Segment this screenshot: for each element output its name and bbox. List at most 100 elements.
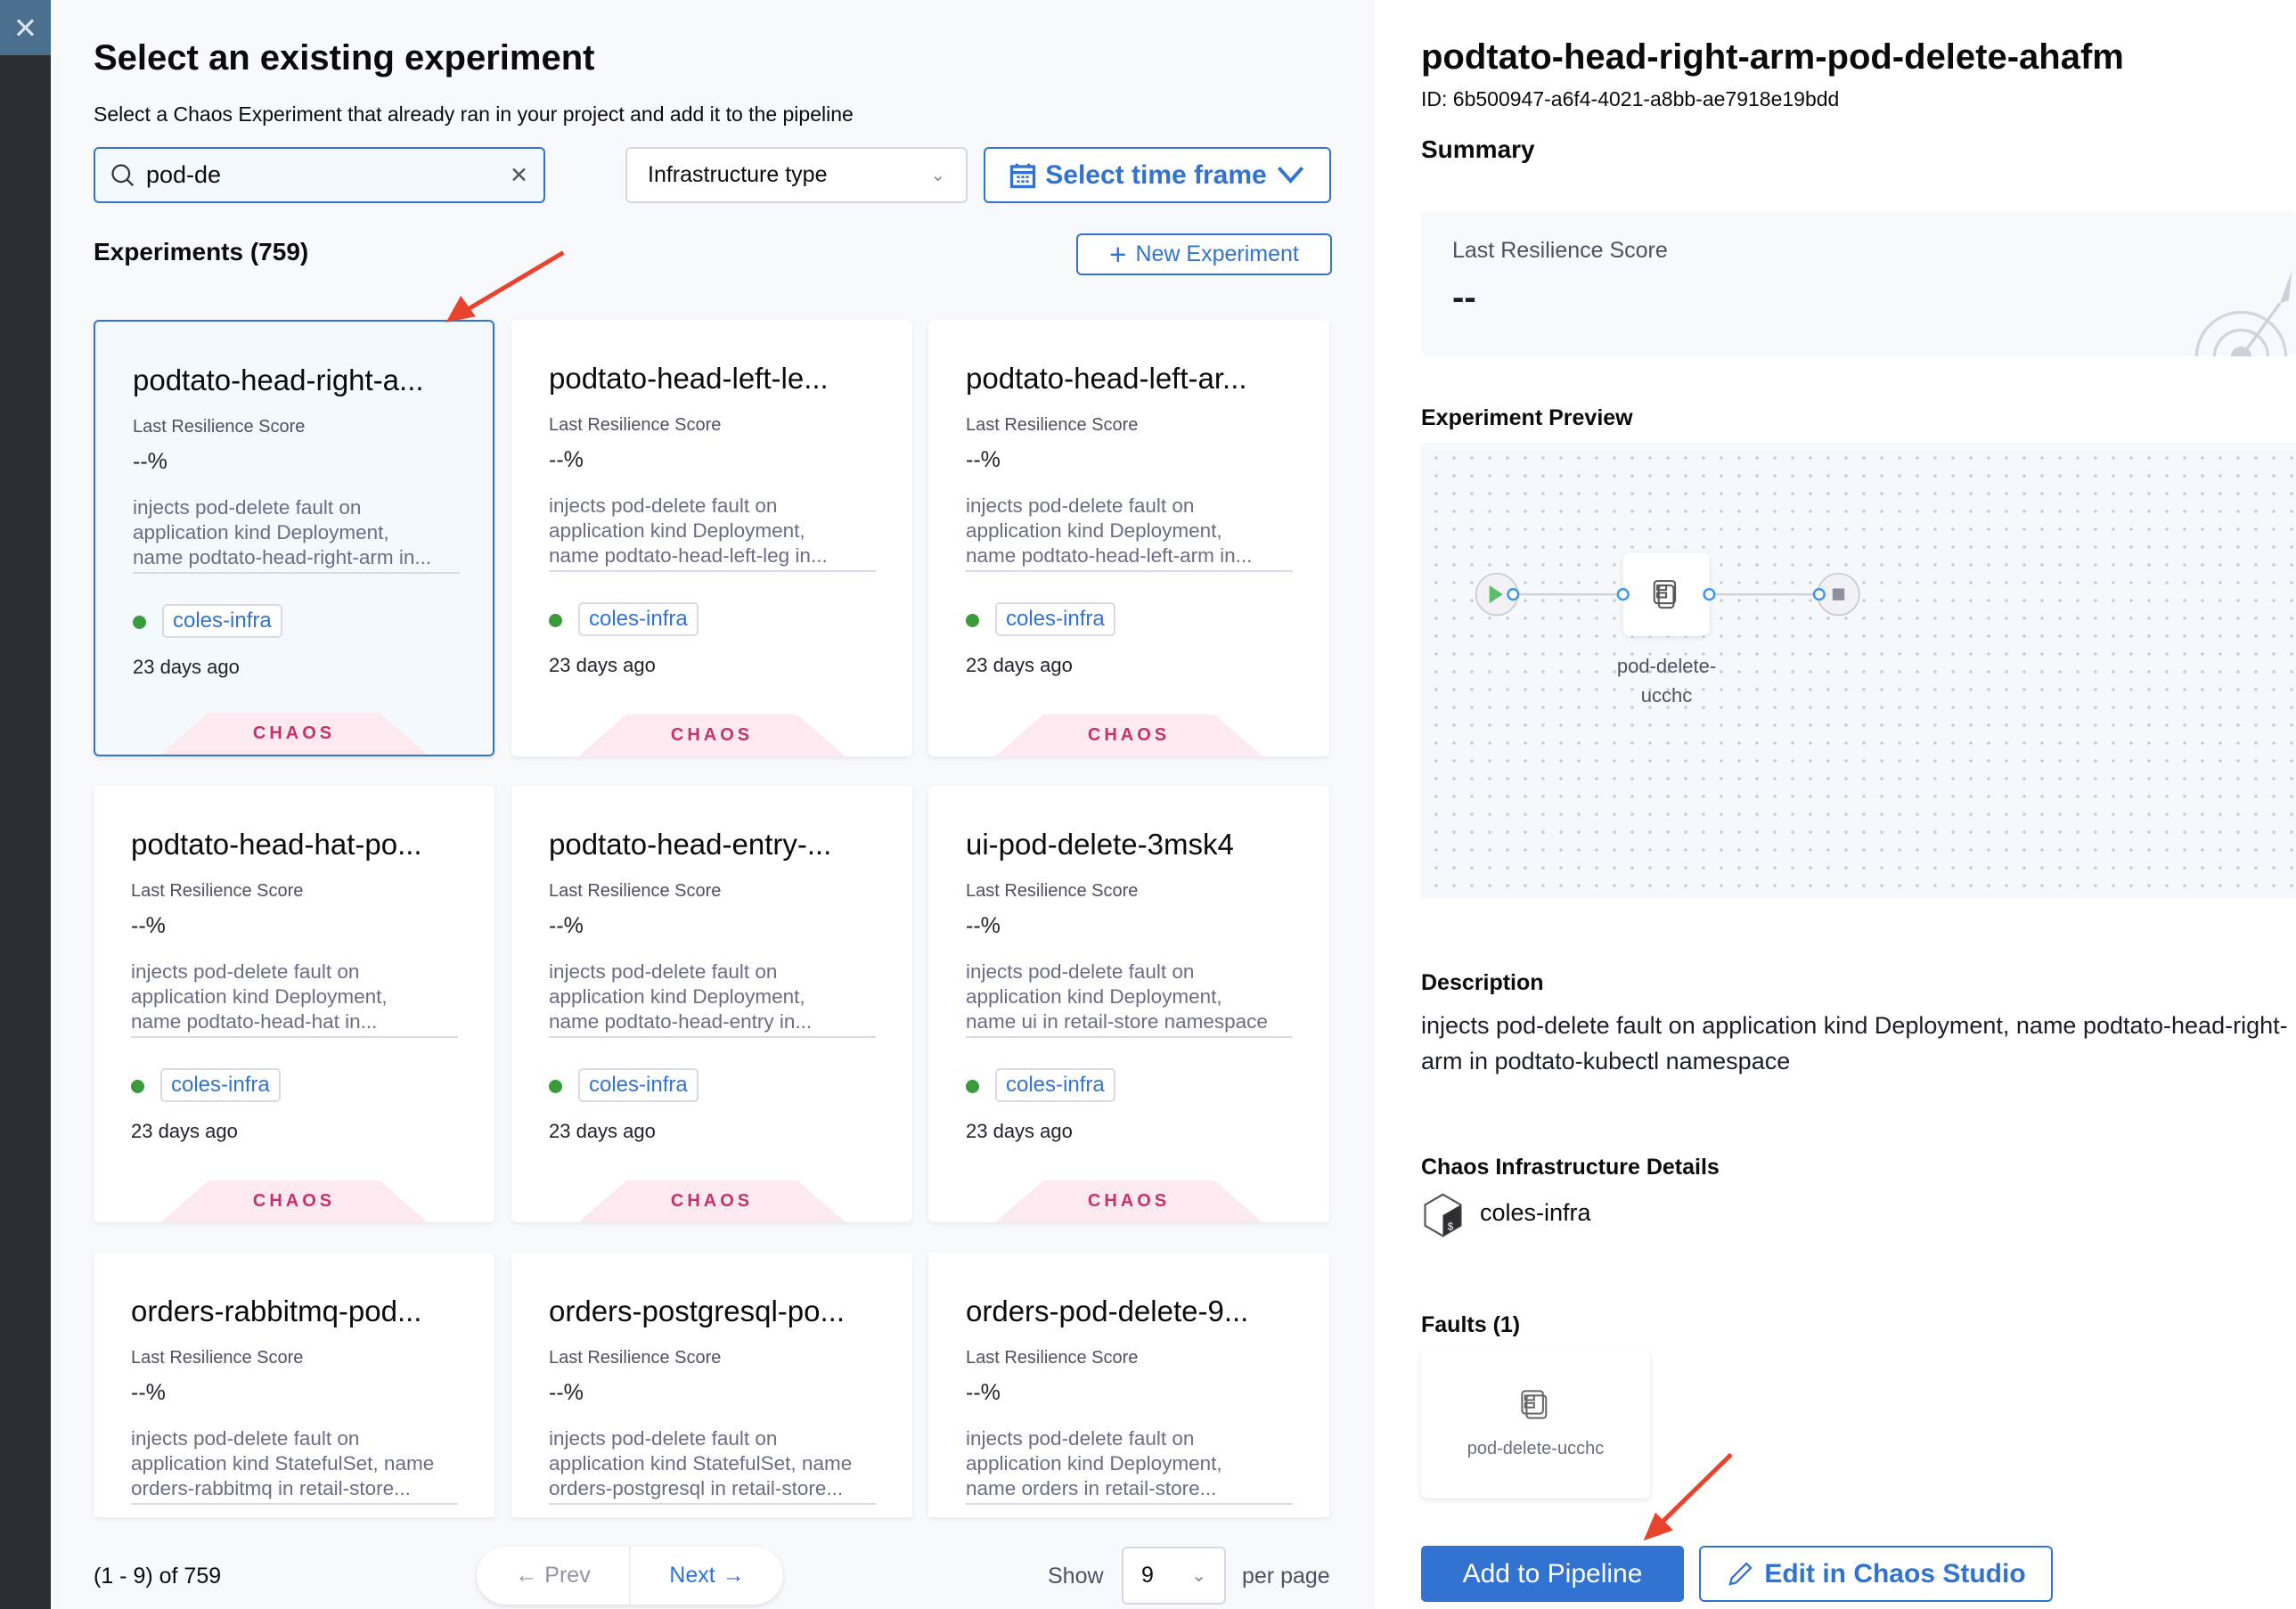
card-description-line: name podtato-head-entry in...: [549, 1010, 813, 1033]
summary-heading: Summary: [1421, 135, 1535, 163]
experiment-preview-canvas[interactable]: pod-delete- ucchc: [1421, 443, 2296, 899]
module-badge: CHAOS: [578, 1180, 846, 1222]
card-description: injects pod-delete fault on application k…: [133, 495, 460, 574]
prev-button[interactable]: ← Prev: [477, 1547, 631, 1605]
description-text: injects pod-delete fault on application …: [1421, 1012, 2288, 1074]
next-button[interactable]: Next →: [631, 1547, 783, 1605]
infrastructure-type-dropdown[interactable]: Infrastructure type ⌄: [625, 147, 968, 203]
experiment-card[interactable]: ui-pod-delete-3msk4 Last Resilience Scor…: [928, 786, 1329, 1222]
resilience-score-card: Last Resilience Score --: [1421, 211, 2296, 356]
card-timestamp: 23 days ago: [549, 1120, 656, 1142]
description-heading: Description: [1421, 970, 1544, 995]
status-dot: [549, 1080, 562, 1093]
infra-tag: coles-infra: [578, 602, 699, 636]
calendar-icon: [1010, 163, 1036, 188]
experiment-card[interactable]: orders-pod-delete-9... Last Resilience S…: [928, 1253, 1329, 1517]
per-page-select[interactable]: 9 ⌄: [1122, 1547, 1226, 1605]
card-score: --%: [966, 447, 1001, 472]
background-sidebar: [0, 0, 51, 1609]
card-description-line: application kind StatefulSet, name: [549, 1452, 853, 1474]
card-title: podtato-head-left-le...: [549, 362, 829, 395]
infra-tag: coles-infra: [995, 602, 1115, 636]
infra-tag: coles-infra: [995, 1068, 1115, 1102]
fault-name: pod-delete-ucchc: [1467, 1439, 1605, 1458]
per-page-value: 9: [1141, 1563, 1154, 1588]
card-score-label: Last Resilience Score: [966, 1348, 1139, 1368]
experiment-card[interactable]: orders-rabbitmq-pod... Last Resilience S…: [94, 1253, 494, 1517]
clear-search-icon[interactable]: ✕: [510, 162, 528, 188]
card-description-line: injects pod-delete fault on: [131, 1427, 360, 1450]
close-button[interactable]: ✕: [0, 0, 51, 55]
svg-text:$: $: [1448, 1221, 1454, 1234]
card-description-line: injects pod-delete fault on: [966, 960, 1195, 983]
experiment-card[interactable]: podtato-head-right-a... Last Resilience …: [94, 320, 494, 756]
status-dot: [966, 1080, 979, 1093]
pencil-icon: [1728, 1562, 1753, 1586]
card-description-line: injects pod-delete fault on: [131, 960, 360, 983]
search-input[interactable]: [146, 161, 511, 189]
card-title: orders-postgresql-po...: [549, 1295, 845, 1327]
card-description-line: application kind Deployment,: [966, 985, 1222, 1008]
card-title: ui-pod-delete-3msk4: [966, 828, 1234, 861]
experiment-card[interactable]: orders-postgresql-po... Last Resilience …: [511, 1253, 912, 1517]
fault-card[interactable]: pod-delete-ucchc: [1421, 1350, 1650, 1499]
experiment-card[interactable]: podtato-head-left-le... Last Resilience …: [511, 320, 912, 756]
card-description: injects pod-delete fault on application k…: [131, 960, 458, 1038]
add-to-pipeline-button[interactable]: Add to Pipeline: [1421, 1546, 1684, 1602]
card-description-line: injects pod-delete fault on: [133, 496, 362, 519]
card-description: injects pod-delete fault on application k…: [549, 960, 876, 1038]
card-score-label: Last Resilience Score: [549, 1348, 722, 1368]
fault-icon: [1653, 580, 1677, 609]
time-frame-label: Select time frame: [1045, 159, 1267, 190]
target-icon: [2194, 270, 2296, 356]
card-description-line: name podtato-head-left-leg in...: [549, 544, 828, 567]
close-icon: ✕: [12, 11, 38, 45]
arrow-left-icon: ←: [515, 1563, 538, 1588]
chevron-down-icon: ⌄: [1191, 1566, 1206, 1586]
infra-tag: coles-infra: [160, 1068, 281, 1102]
infrastructure-type-label: Infrastructure type: [648, 162, 828, 187]
pagination-controls: ← Prev Next →: [477, 1547, 783, 1605]
card-score: --%: [131, 1380, 166, 1405]
card-score-label: Last Resilience Score: [131, 1348, 304, 1368]
card-description-line: orders-postgresql in retail-store...: [549, 1477, 844, 1499]
experiment-preview-heading: Experiment Preview: [1421, 405, 1633, 430]
fault-node-label: pod-delete- ucchc: [1592, 651, 1741, 710]
experiment-card[interactable]: podtato-head-hat-po... Last Resilience S…: [94, 786, 494, 1222]
plus-icon: +: [1109, 238, 1127, 271]
module-badge: CHAOS: [995, 715, 1262, 756]
card-description-line: application kind Deployment,: [966, 519, 1222, 542]
edit-in-chaos-studio-button[interactable]: Edit in Chaos Studio: [1699, 1546, 2053, 1602]
card-title: podtato-head-hat-po...: [131, 828, 422, 861]
card-description-line: injects pod-delete fault on: [549, 1427, 778, 1450]
search-box: ✕: [94, 147, 545, 203]
card-description: injects pod-delete fault on application k…: [966, 960, 1293, 1038]
play-icon: [1489, 585, 1503, 604]
card-description-line: injects pod-delete fault on: [549, 960, 778, 983]
card-title: orders-rabbitmq-pod...: [131, 1295, 422, 1327]
per-page-label: per page: [1242, 1564, 1330, 1589]
card-score: --%: [549, 913, 584, 938]
experiment-card[interactable]: podtato-head-left-ar... Last Resilience …: [928, 320, 1329, 756]
experiment-title: podtato-head-right-arm-pod-delete-ahafm: [1421, 37, 2124, 77]
card-score-label: Last Resilience Score: [549, 415, 722, 435]
card-timestamp: 23 days ago: [966, 1120, 1073, 1142]
fault-icon: [1521, 1390, 1548, 1419]
card-score-label: Last Resilience Score: [131, 881, 304, 901]
select-time-frame-button[interactable]: Select time frame: [984, 147, 1331, 203]
card-score-label: Last Resilience Score: [966, 415, 1139, 435]
show-label: Show: [1048, 1564, 1104, 1589]
card-description-line: application kind Deployment,: [549, 985, 805, 1008]
card-description-line: name ui in retail-store namespace: [966, 1010, 1268, 1033]
pagination-info: (1 - 9) of 759: [94, 1564, 222, 1589]
card-description: injects pod-delete fault on application k…: [549, 1426, 876, 1505]
card-description-line: name orders in retail-store...: [966, 1477, 1217, 1499]
module-badge: CHAOS: [578, 715, 846, 756]
fault-node-label-line: pod-delete-: [1616, 655, 1717, 677]
prev-label: Prev: [544, 1563, 591, 1588]
arrow-right-icon: →: [722, 1563, 745, 1588]
new-experiment-button[interactable]: + New Experiment: [1076, 233, 1332, 275]
card-score: --%: [966, 913, 1001, 938]
card-description-line: injects pod-delete fault on: [966, 494, 1195, 517]
experiment-card[interactable]: podtato-head-entry-... Last Resilience S…: [511, 786, 912, 1222]
